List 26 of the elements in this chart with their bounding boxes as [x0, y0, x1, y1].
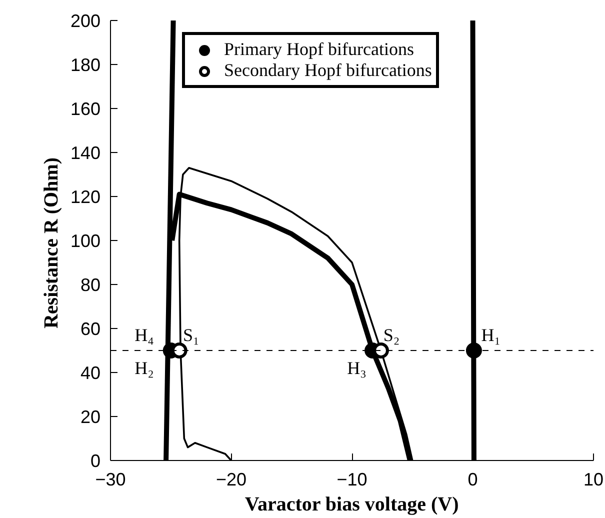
annotation: H₄ [134, 325, 154, 346]
y-tick-label: 40 [80, 363, 101, 383]
x-tick-label: 10 [583, 470, 604, 490]
y-tick-label: 140 [70, 143, 101, 163]
annotation: H₃ [347, 358, 366, 378]
annotation: H₁ [481, 325, 500, 346]
annotation: S₁ [182, 325, 200, 346]
x-tick-label: 0 [468, 470, 478, 490]
y-tick-label: 60 [80, 319, 101, 339]
y-tick-label: 120 [70, 187, 101, 207]
y-tick-label: 80 [80, 275, 101, 295]
y-axis-title: Resistance R (Ohm) [40, 157, 62, 329]
annotation: H₂ [134, 358, 154, 378]
legend-label: Primary Hopf bifurcations [224, 39, 414, 60]
x-tick-label: −20 [216, 470, 247, 490]
legend-label: Secondary Hopf bifurcations [224, 60, 432, 81]
x-axis-title: Varactor bias voltage (V) [244, 494, 459, 516]
y-tick-label: 200 [70, 11, 101, 31]
x-tick-label: −30 [95, 470, 126, 490]
y-tick-label: 0 [90, 451, 101, 471]
x-tick-label: −10 [336, 470, 368, 490]
y-tick-label: 20 [80, 407, 101, 427]
y-tick-label: 100 [70, 231, 101, 251]
annotation: S₂ [383, 325, 400, 346]
y-tick-label: 160 [70, 99, 101, 119]
y-tick-label: 180 [70, 55, 101, 75]
